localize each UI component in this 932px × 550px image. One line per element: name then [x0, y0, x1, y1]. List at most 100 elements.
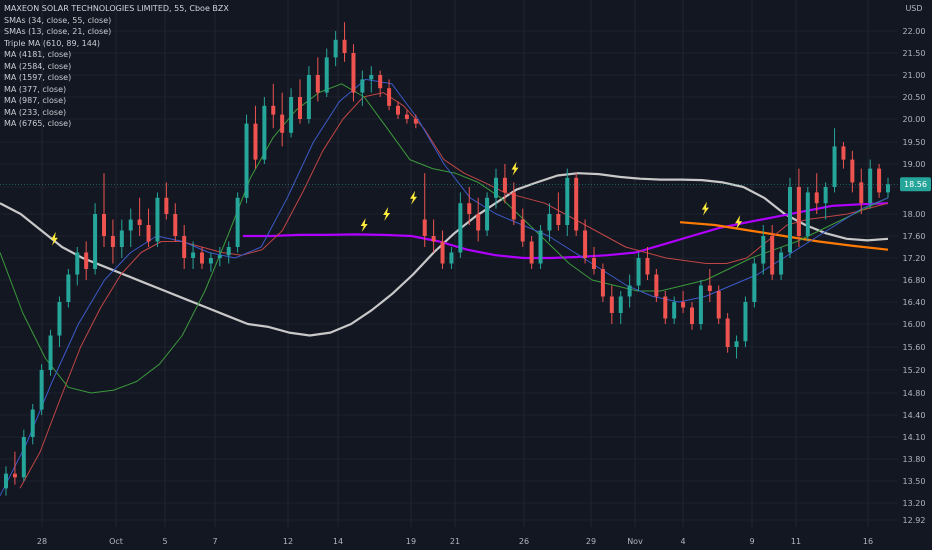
time-axis[interactable]: 28 Oct 5 7 12 14 19 21 26 29 Nov 4 9 11 16: [37, 537, 873, 546]
x-tick-label: 28: [37, 537, 47, 546]
candle: [877, 164, 882, 198]
price-axis[interactable]: USD 22.00 21.50 21.00 20.50 20.00 19.50 19.00 18…: [0, 4, 931, 525]
candle: [609, 285, 614, 324]
candle-body: [173, 214, 178, 236]
y-tick-label: 18.00: [903, 210, 926, 219]
x-tick-label: Nov: [627, 537, 643, 546]
flash-markers: [50, 161, 743, 246]
flash-icon[interactable]: [511, 161, 519, 176]
candle-body: [12, 473, 17, 478]
candle: [48, 329, 53, 376]
last-price-badge[interactable]: [900, 177, 931, 192]
candle: [440, 230, 445, 269]
indicator-label[interactable]: MA (1597, close): [4, 73, 72, 82]
x-tick-label: 21: [450, 537, 460, 546]
indicator-label[interactable]: MA (2584, close): [4, 61, 72, 71]
flash-icon[interactable]: [383, 207, 391, 221]
candle-body: [538, 230, 543, 264]
indicator-label[interactable]: MA (987, close): [4, 96, 67, 105]
candle-body: [253, 123, 258, 160]
candle-body: [690, 307, 694, 324]
candle-body: [627, 285, 632, 297]
candle-body: [155, 197, 160, 242]
candle-body: [716, 291, 721, 319]
candle-body: [886, 184, 890, 193]
candle: [217, 247, 222, 267]
candle-body: [583, 230, 588, 258]
candle: [173, 203, 178, 242]
indicator-label[interactable]: MA (377, close): [4, 84, 67, 94]
candle-body: [707, 285, 712, 291]
y-tick-label: 19.00: [903, 160, 926, 169]
candle-body: [110, 236, 115, 247]
candle-body: [102, 214, 106, 236]
candle-body: [431, 236, 436, 242]
indicator-label[interactable]: MA (233, close): [4, 107, 67, 117]
candle-body: [868, 168, 873, 204]
candle-body: [422, 219, 427, 236]
indicator-label[interactable]: MA (4181, close): [4, 50, 72, 59]
candle: [21, 429, 26, 481]
indicator-label[interactable]: SMAs (13, close, 21, close): [4, 27, 112, 36]
y-tick-label: 13.80: [903, 455, 926, 464]
candle: [360, 70, 365, 106]
candle-body: [805, 192, 810, 236]
last-price-label: 18.56: [904, 180, 927, 189]
y-tick-label: 22.00: [903, 27, 926, 36]
candle-body: [636, 258, 641, 286]
candle: [182, 225, 187, 269]
flash-icon[interactable]: [701, 201, 709, 216]
indicator-label[interactable]: SMAs (34, close, 55, close): [4, 15, 112, 25]
flash-icon[interactable]: [50, 231, 58, 246]
candle: [387, 79, 392, 111]
candle-body: [859, 182, 864, 204]
candle-body: [324, 57, 329, 93]
moving-average-lines: [0, 78, 889, 496]
x-tick-label: 5: [162, 537, 167, 546]
flash-icon[interactable]: [360, 218, 368, 232]
candle-body: [289, 97, 294, 133]
candle: [788, 177, 792, 258]
candle-body: [48, 335, 53, 370]
candle: [262, 97, 267, 164]
candle-body: [146, 225, 151, 242]
candle-body: [413, 119, 418, 124]
x-tick-label: 12: [283, 537, 293, 546]
x-tick-label: 14: [333, 537, 343, 546]
indicator-label[interactable]: MA (6765, close): [4, 119, 72, 128]
indicator-label[interactable]: Triple MA (610, 89, 144): [4, 38, 101, 48]
candle: [413, 114, 418, 129]
candle: [494, 168, 498, 209]
y-tick-label: 13.50: [903, 477, 926, 486]
candle-body: [396, 105, 400, 115]
candle-body: [832, 146, 837, 187]
x-tick-label: 9: [749, 537, 754, 546]
candle: [324, 48, 329, 97]
currency-label[interactable]: USD: [905, 4, 922, 13]
candle: [645, 247, 650, 280]
ma-line: [679, 221, 889, 251]
candle: [404, 110, 409, 124]
candle: [547, 203, 552, 242]
candle-body: [4, 473, 8, 489]
y-tick-label: 17.20: [903, 254, 926, 263]
candle: [351, 44, 356, 102]
candle-body: [333, 39, 338, 58]
candle: [636, 252, 641, 291]
x-tick-label: 11: [791, 537, 801, 546]
candle-body: [182, 236, 187, 258]
candle-body: [387, 88, 392, 106]
candle: [823, 182, 828, 220]
candle-body: [877, 168, 882, 193]
candle: [476, 197, 481, 242]
candle-body: [485, 197, 490, 231]
flash-icon[interactable]: [735, 215, 743, 230]
candle-body: [796, 187, 801, 236]
symbol-title[interactable]: MAXEON SOLAR TECHNOLOGIES LIMITED, 55, C…: [4, 4, 229, 13]
candle: [289, 88, 294, 138]
candle: [796, 168, 801, 247]
flash-icon[interactable]: [410, 190, 418, 205]
candle: [627, 274, 632, 308]
candle-body: [84, 252, 89, 269]
